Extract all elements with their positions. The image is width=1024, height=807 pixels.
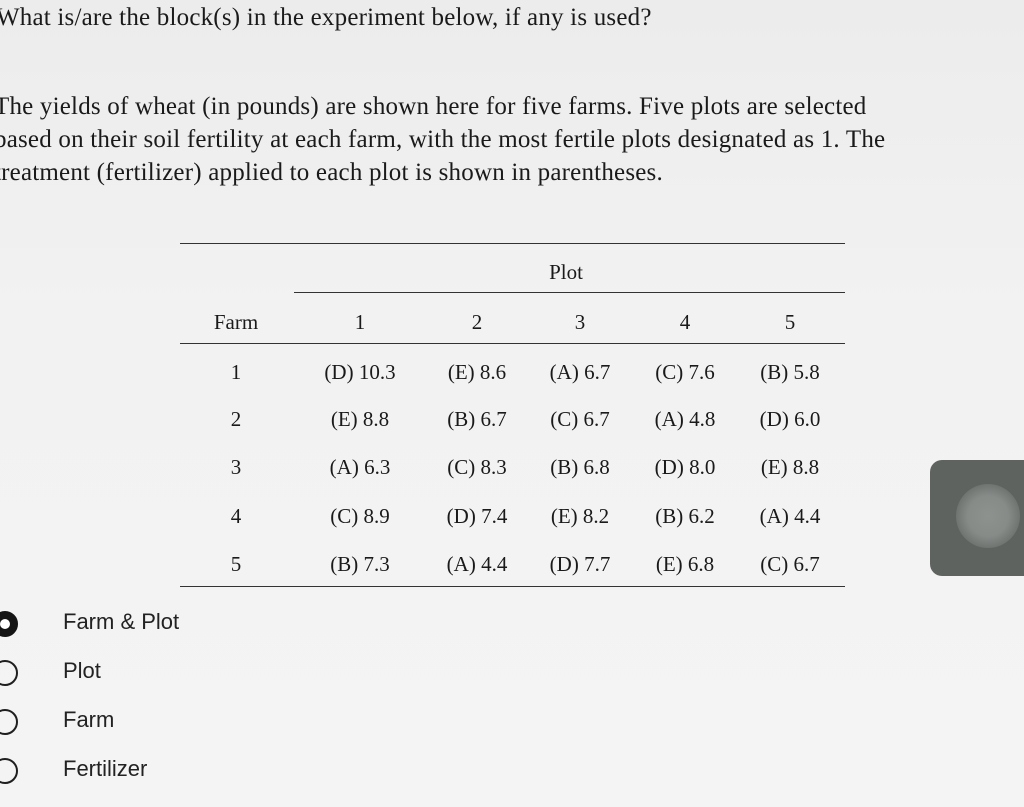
table-cell: (C) 6.7 <box>550 407 610 431</box>
farm-number: 5 <box>230 552 242 576</box>
table-cell: (D) 7.7 <box>549 552 611 576</box>
table-cell: (E) 6.8 <box>655 552 715 576</box>
plot-column-header: 3 <box>574 310 586 334</box>
table-cell: (B) 6.7 <box>447 407 507 431</box>
radio-empty-icon[interactable] <box>0 758 18 784</box>
option-plot[interactable]: Plot <box>0 653 260 693</box>
farm-number: 4 <box>230 504 242 528</box>
table-top-rule <box>180 243 845 244</box>
table-cell: (C) 8.3 <box>447 455 507 479</box>
farm-number: 3 <box>230 455 242 479</box>
assistive-touch-button[interactable] <box>930 460 1024 576</box>
plot-column-header: 2 <box>471 310 483 334</box>
plot-column-header: 4 <box>679 310 691 334</box>
table-cell: (D) 7.4 <box>446 504 508 528</box>
table-cell: (A) 4.4 <box>446 552 508 576</box>
table-cell: (E) 8.2 <box>550 504 610 528</box>
table-cell: (A) 6.3 <box>329 455 391 479</box>
table-cell: (D) 10.3 <box>324 360 396 384</box>
farm-number: 2 <box>230 407 242 431</box>
plot-header: Plot <box>549 260 583 284</box>
table-cell: (A) 4.8 <box>654 407 716 431</box>
wheat-yield-table: Plot Farm 1 2 3 4 5 1 (D) 10.3 (E) 8.6 (… <box>180 240 845 590</box>
table-cell: (B) 7.3 <box>330 552 390 576</box>
option-fertilizer[interactable]: Fertilizer <box>0 751 260 791</box>
table-cell: (A) 4.4 <box>759 504 821 528</box>
description-line: based on their soil fertility at each fa… <box>0 126 886 153</box>
option-label: Plot <box>63 658 101 683</box>
table-cell: (E) 8.8 <box>760 455 820 479</box>
circle-icon <box>956 484 1020 548</box>
table-cell: (C) 8.9 <box>330 504 390 528</box>
radio-empty-icon[interactable] <box>0 660 18 686</box>
table-bottom-rule <box>180 586 845 587</box>
table-cell: (B) 6.8 <box>550 455 610 479</box>
option-label: Fertilizer <box>63 756 148 781</box>
table-cell: (B) 5.8 <box>760 360 820 384</box>
radio-empty-icon[interactable] <box>0 709 18 735</box>
header-bottom-rule <box>180 343 845 344</box>
plot-header-rule <box>294 292 845 293</box>
plot-column-header: 5 <box>784 310 796 334</box>
plot-column-header: 1 <box>354 310 366 334</box>
description-line: The yields of wheat (in pounds) are show… <box>0 93 867 120</box>
table-cell: (B) 6.2 <box>655 504 715 528</box>
question-description: The yields of wheat (in pounds) are show… <box>0 90 1024 189</box>
table-cell: (C) 6.7 <box>760 552 820 576</box>
radio-selected-icon[interactable] <box>0 611 18 637</box>
question-text: What is/are the block(s) in the experime… <box>0 4 652 31</box>
option-farm[interactable]: Farm <box>0 702 260 742</box>
option-label: Farm & Plot <box>63 609 180 634</box>
farm-header: Farm <box>213 310 259 334</box>
table-cell: (E) 8.6 <box>447 360 507 384</box>
table-cell: (D) 6.0 <box>759 407 821 431</box>
option-farm-and-plot[interactable]: Farm & Plot <box>0 604 260 644</box>
table-cell: (C) 7.6 <box>655 360 715 384</box>
description-line: treatment (fertilizer) applied to each p… <box>0 159 663 186</box>
table-cell: (D) 8.0 <box>654 455 716 479</box>
table-cell: (A) 6.7 <box>549 360 611 384</box>
option-label: Farm <box>63 707 115 732</box>
table-cell: (E) 8.8 <box>330 407 390 431</box>
farm-number: 1 <box>230 360 242 384</box>
